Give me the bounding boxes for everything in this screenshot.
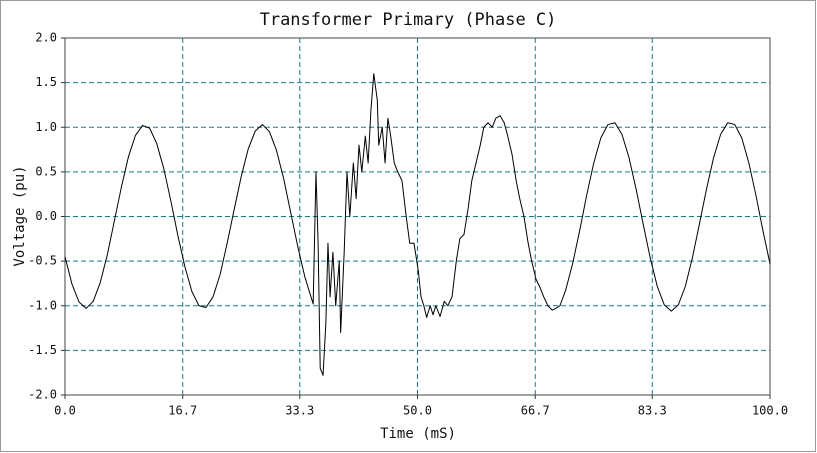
plot-border [64, 37, 771, 396]
x-tick-label: 0.0 [54, 404, 76, 418]
x-tick-label: 66.7 [521, 404, 550, 418]
y-tick-label: 0.0 [35, 209, 57, 223]
x-tick-label: 33.3 [285, 404, 314, 418]
x-tick-label: 16.7 [168, 404, 197, 418]
y-tick-label: 0.5 [35, 164, 57, 178]
y-tick-label: 2.0 [35, 31, 57, 45]
y-tick-label: -0.5 [28, 254, 57, 268]
y-tick-label: 1.5 [35, 75, 57, 89]
data-line [64, 73, 771, 376]
y-tick-label: -2.0 [28, 388, 57, 402]
chart-title: Transformer Primary (Phase C) [260, 10, 557, 30]
x-tick-label: 100.0 [752, 404, 788, 418]
y-axis-label: Voltage (pu) [12, 165, 28, 266]
x-tick-label: 83.3 [638, 404, 667, 418]
x-tick-label: 50.0 [403, 404, 432, 418]
y-tick-label: 1.0 [35, 120, 57, 134]
y-tick-label: -1.5 [28, 343, 57, 357]
y-tick-label: -1.0 [28, 298, 57, 312]
x-axis-label: Time (mS) [380, 426, 456, 442]
